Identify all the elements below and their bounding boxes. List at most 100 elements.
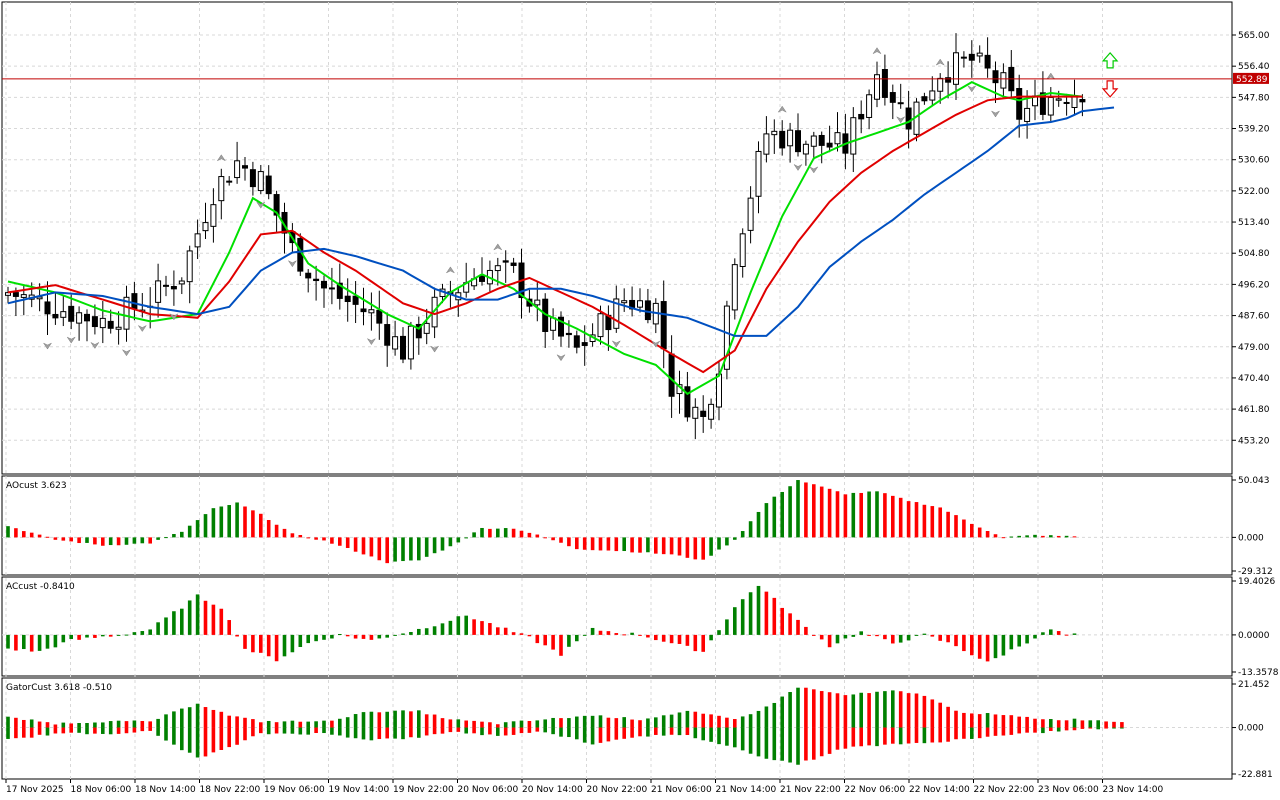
histogram-bar <box>93 537 97 545</box>
histogram-bar <box>409 632 413 635</box>
histogram-bar <box>101 634 105 637</box>
gator-upper-bar <box>733 719 737 728</box>
histogram-bar <box>772 496 777 538</box>
ac-panel[interactable] <box>1 576 1233 677</box>
gator-lower-bar <box>875 727 879 747</box>
gator-upper-bar <box>282 721 287 728</box>
gator-lower-bar <box>409 727 413 738</box>
histogram-bar <box>930 506 935 538</box>
histogram-bar <box>551 537 555 541</box>
gator-upper-bar <box>1009 715 1014 728</box>
candle-bull <box>597 313 604 338</box>
gator-upper-bar <box>559 718 563 728</box>
x-tick-label: 23 Nov 14:00 <box>1103 785 1164 795</box>
gator-lower-bar <box>819 727 824 757</box>
candle-bull <box>637 300 643 308</box>
ao-panel[interactable] <box>1 475 1233 576</box>
histogram-bar <box>266 634 271 657</box>
candle-bear <box>384 324 391 346</box>
gator-upper-bar <box>440 718 445 728</box>
candle-bull <box>929 90 936 101</box>
histogram-bar <box>464 615 468 635</box>
gator-upper-bar <box>970 713 974 728</box>
histogram-bar <box>108 537 113 546</box>
histogram-bar <box>361 634 366 639</box>
gator-lower-bar <box>1064 727 1069 731</box>
gator-lower-bar <box>124 727 129 734</box>
candle-bear <box>668 353 675 397</box>
gator-upper-bar <box>298 721 303 728</box>
candle-bear <box>52 313 59 319</box>
histogram-bar <box>116 634 121 636</box>
gator-upper-bar <box>338 718 342 728</box>
main-price-panel[interactable] <box>1 1 1233 475</box>
histogram-bar <box>440 623 445 635</box>
histogram-bar <box>306 537 310 539</box>
histogram-bar <box>875 634 879 637</box>
gator-upper-bar <box>812 689 816 728</box>
gator-upper-bar <box>203 707 208 728</box>
histogram-bar <box>69 537 73 542</box>
candle-bull <box>1024 107 1031 122</box>
gator-upper-bar <box>677 712 682 728</box>
histogram-bar <box>970 523 974 538</box>
gator-lower-bar <box>677 727 682 736</box>
histogram-bar <box>488 528 492 538</box>
gator-upper-bar <box>124 721 129 728</box>
moving-average-lines <box>7 80 1115 396</box>
gator-upper-bar <box>172 711 176 728</box>
x-tick-label: 19 Nov 14:00 <box>329 785 390 795</box>
gator-upper-bar <box>654 717 658 728</box>
histogram-bar <box>29 532 34 538</box>
histogram-bar <box>353 537 358 552</box>
histogram-bar <box>701 537 705 560</box>
gator-upper-bar <box>480 721 484 728</box>
gator-upper-bar <box>914 693 919 728</box>
candle-bear <box>1063 101 1070 104</box>
histogram-bar <box>85 634 89 638</box>
histogram-bar <box>954 634 958 647</box>
histogram-bar <box>1049 535 1053 538</box>
gator-lower-bar <box>330 727 334 735</box>
gator-lower-bar <box>883 727 887 745</box>
x-tick-label: 18 Nov 06:00 <box>71 785 132 795</box>
histogram-bar <box>187 600 192 635</box>
fractal-up-marker <box>777 105 787 113</box>
gator-upper-bar <box>796 687 800 728</box>
histogram-bar <box>511 632 516 635</box>
gator-lower-bar <box>812 727 816 760</box>
gator-lower-bar <box>61 727 66 734</box>
gator-upper-bar <box>424 714 429 728</box>
candle-bull <box>976 52 983 57</box>
x-tick-label: 18 Nov 14:00 <box>135 785 196 795</box>
histogram-bar <box>772 597 777 635</box>
gator-upper-bar <box>780 696 784 728</box>
gator-upper-bar <box>835 693 840 728</box>
gator-lower-bar <box>922 727 927 744</box>
histogram-bar <box>567 537 571 547</box>
fractal-down-marker <box>556 354 566 362</box>
histogram-bar <box>575 537 579 550</box>
histogram-bar <box>930 634 935 637</box>
candle-bear <box>984 54 991 69</box>
gator-upper-bar <box>938 702 942 728</box>
x-tick-label: 21 Nov 14:00 <box>716 785 777 795</box>
gator-upper-bar <box>235 716 239 728</box>
gator-lower-bar <box>1104 727 1108 729</box>
gator-upper-bar <box>243 717 247 728</box>
histogram-bar <box>938 634 942 641</box>
gator-upper-bar <box>22 719 26 728</box>
histogram-bar <box>140 537 145 544</box>
candle-bull <box>534 299 541 306</box>
histogram-bar <box>985 531 990 538</box>
panel-y-tick-label: -22.881 <box>1238 770 1273 780</box>
signal-arrow-down <box>1101 80 1119 98</box>
candle-bear <box>826 142 833 148</box>
ac-panel-label: ACcust -0.8410 <box>6 582 75 592</box>
candle-bear <box>660 301 667 350</box>
candle-bear <box>1039 92 1046 115</box>
gator-upper-bar <box>614 718 619 728</box>
fractal-down-marker <box>429 345 440 353</box>
histogram-bar <box>819 634 824 640</box>
